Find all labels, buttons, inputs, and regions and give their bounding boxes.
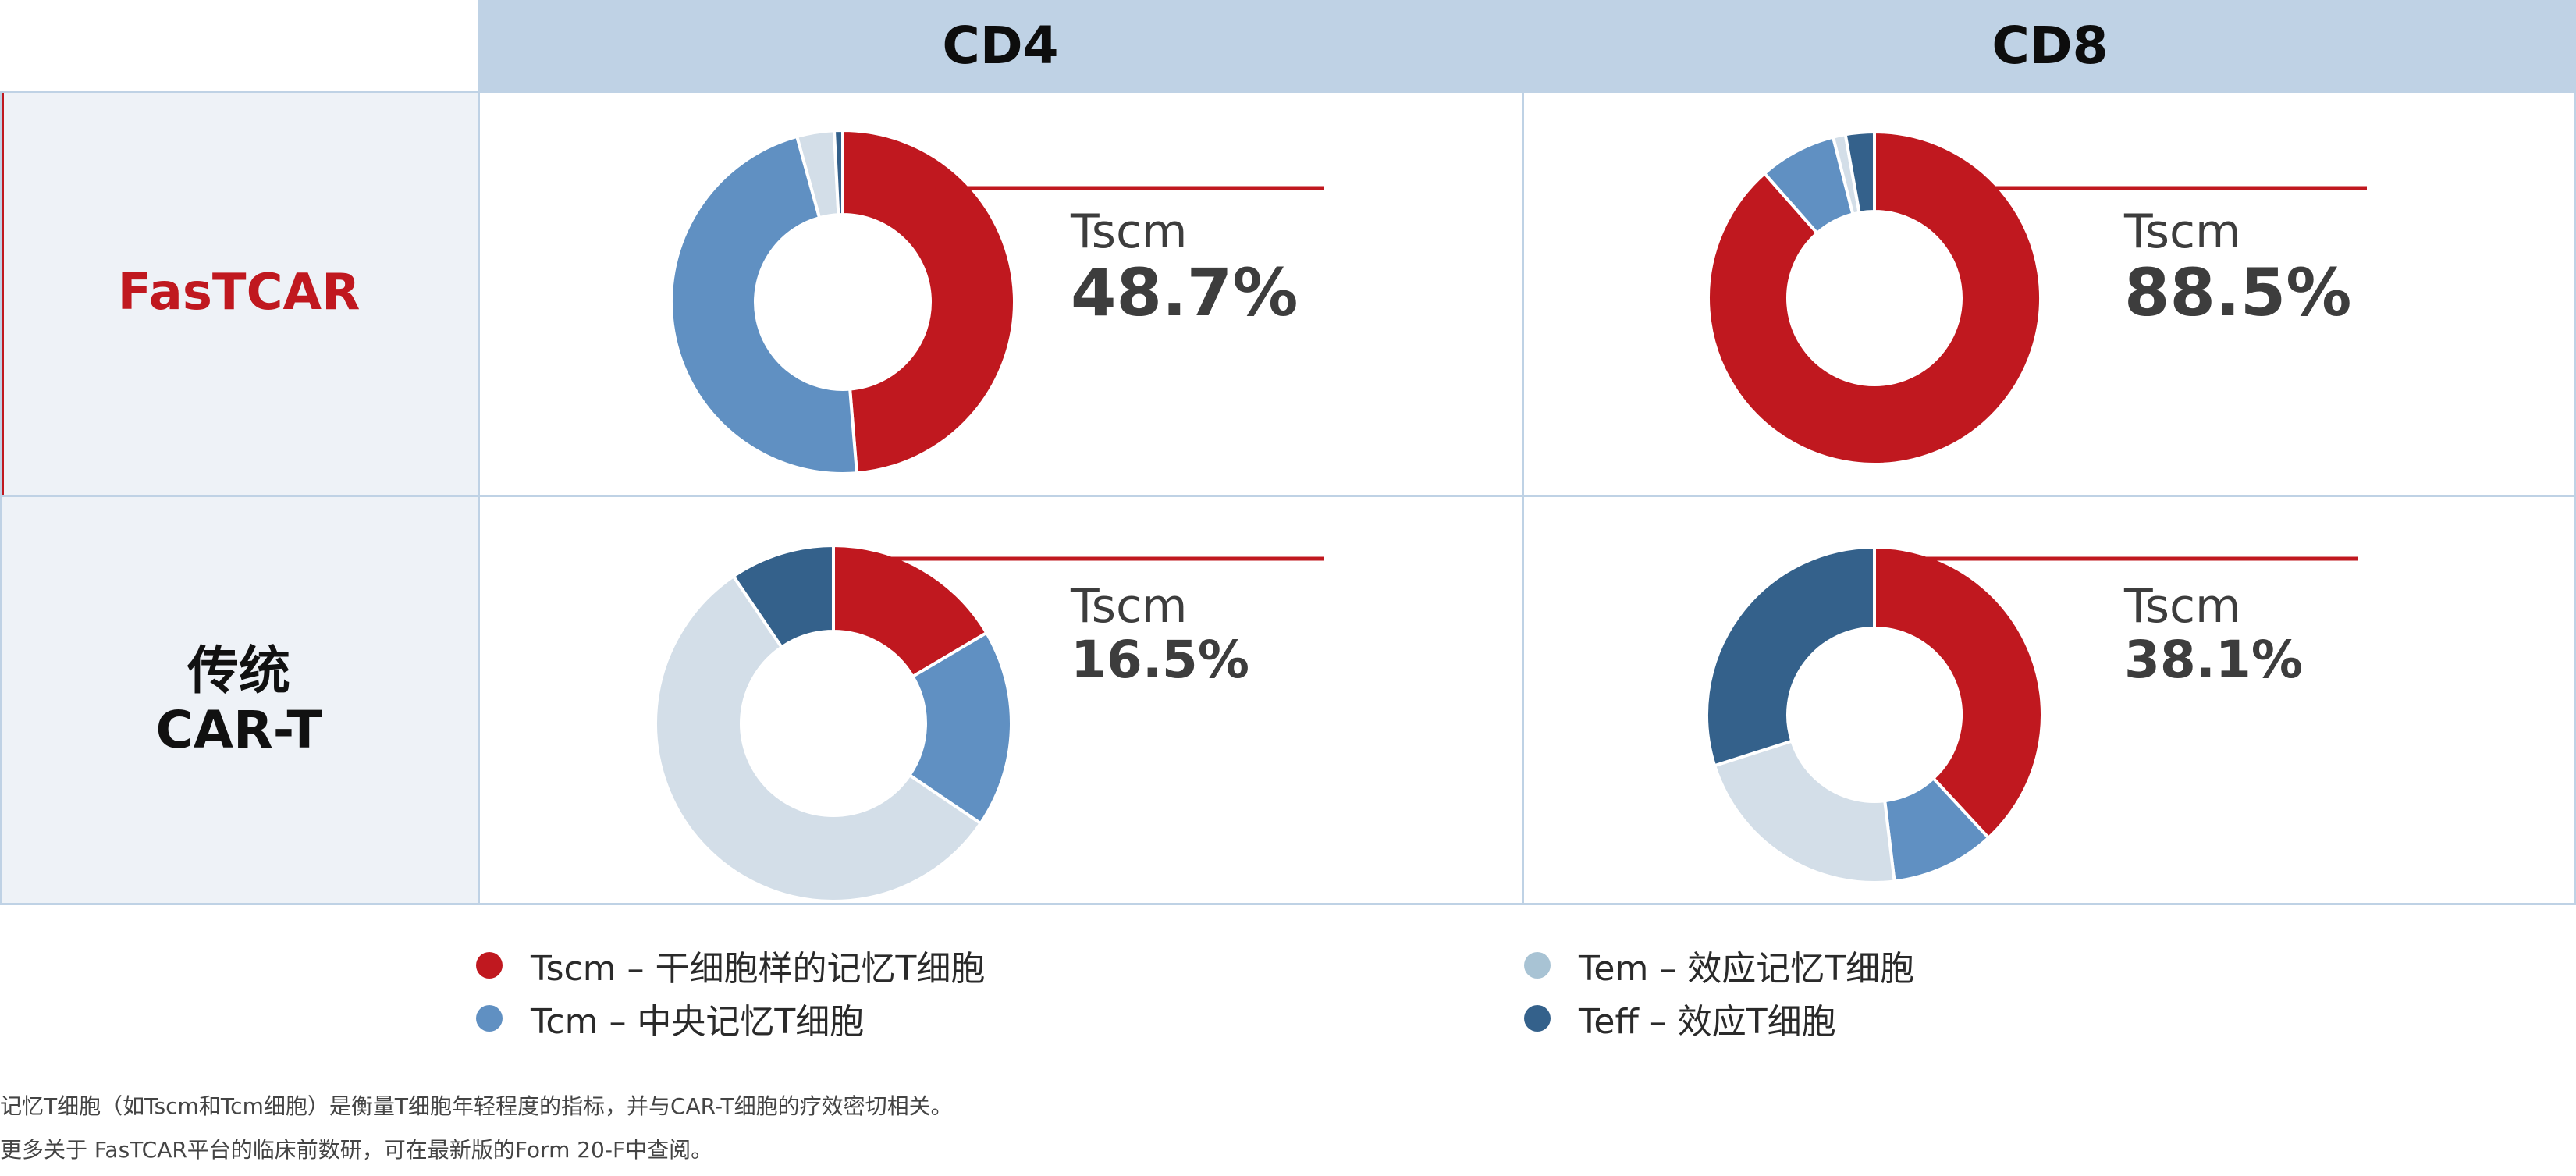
legend-dot-teff (1524, 1005, 1551, 1032)
grid-line-1 (478, 0, 480, 905)
donut-fastcar-cd4 (670, 128, 1324, 475)
column-header-cd4: CD4 (479, 0, 1522, 91)
legend-item-tcm: Tcm – 中央记忆T细胞 (476, 993, 864, 1043)
donut-slice-tcm (670, 134, 859, 475)
callout-conventional-cd4: Tscm 16.5% (1071, 581, 1249, 687)
grid-line-header (0, 91, 2576, 93)
grid-line-2 (1522, 0, 1524, 905)
legend-text-tem: Tem – 效应记忆T细胞 (1579, 949, 1915, 989)
callout-value: 16.5% (1071, 629, 1249, 690)
donut-slice-tem (654, 574, 983, 903)
grid-line-right (2574, 0, 2576, 905)
callout-label: Tscm (2124, 579, 2241, 634)
comparison-grid: CD4 CD8 FasTCAR 传统 CAR-T Tscm 48.7% Tscm… (0, 0, 2576, 905)
grid-line-mid (0, 495, 2576, 497)
donut-slice-tscm (841, 128, 1016, 475)
callout-fastcar-cd8: Tscm 88.5% (2124, 207, 2351, 329)
legend-text-teff: Teff – 效应T细胞 (1579, 1002, 1836, 1042)
donut-slice-tcm (907, 631, 1013, 826)
row-label-fastcar: FasTCAR (117, 264, 361, 322)
donut-slice-teff (1843, 130, 1876, 215)
legend-item-tscm: Tscm – 干细胞样的记忆T细胞 (476, 940, 985, 990)
row-label-conventional-line-2: CAR-T (155, 700, 322, 760)
legend: Tscm – 干细胞样的记忆T细胞 Tcm – 中央记忆T细胞 Tem – 效应… (0, 940, 2576, 1050)
footnotes: 记忆T细胞（如Tscm和Tcm细胞）是衡量T细胞年轻程度的指标，并与CAR-T细… (0, 1085, 2576, 1172)
donut-slice-tscm (1873, 545, 2044, 840)
callout-value: 88.5% (2124, 254, 2352, 331)
callout-label: Tscm (1071, 579, 1188, 634)
donut-slice-teff (832, 128, 844, 217)
grid-line-bottom (0, 903, 2576, 905)
legend-text-tcm: Tcm – 中央记忆T细胞 (531, 1002, 865, 1042)
row-header-conventional: 传统 CAR-T (0, 496, 478, 905)
donut-slice-tscm (832, 543, 989, 679)
column-header-cd8: CD8 (1524, 0, 2576, 91)
donut-slice-teff (731, 543, 835, 650)
callout-value: 48.7% (1071, 254, 1299, 331)
legend-item-tem: Tem – 效应记忆T细胞 (1524, 940, 1914, 990)
callout-fastcar-cd4: Tscm 48.7% (1071, 207, 1298, 329)
callout-value: 38.1% (2124, 629, 2303, 690)
legend-dot-tscm (476, 952, 503, 979)
callout-label: Tscm (2124, 204, 2241, 259)
grid-line-left (0, 91, 2, 905)
donut-slice-tem (1712, 739, 1896, 884)
legend-text-tscm: Tscm – 干细胞样的记忆T细胞 (531, 949, 986, 989)
donut-fastcar-cd8 (1707, 130, 2367, 466)
donut-slice-tscm (1707, 130, 2042, 466)
footnote-1: 记忆T细胞（如Tscm和Tcm细胞）是衡量T细胞年轻程度的指标，并与CAR-T细… (0, 1093, 953, 1119)
footnote-2: 更多关于 FasTCAR平台的临床前数研，可在最新版的Form 20-F中查阅。 (0, 1137, 713, 1163)
donut-slice-teff (1705, 545, 1876, 768)
callout-label: Tscm (1071, 204, 1188, 259)
callout-conventional-cd8: Tscm 38.1% (2124, 581, 2303, 687)
row-header-fastcar: FasTCAR (0, 91, 478, 495)
row-label-conventional-line-1: 传统 (187, 641, 290, 702)
donut-conventional-cd4 (654, 543, 1324, 903)
legend-dot-tem (1524, 952, 1551, 979)
legend-dot-tcm (476, 1005, 503, 1032)
donut-conventional-cd8 (1705, 545, 2358, 884)
legend-item-teff: Teff – 效应T细胞 (1524, 993, 1836, 1043)
